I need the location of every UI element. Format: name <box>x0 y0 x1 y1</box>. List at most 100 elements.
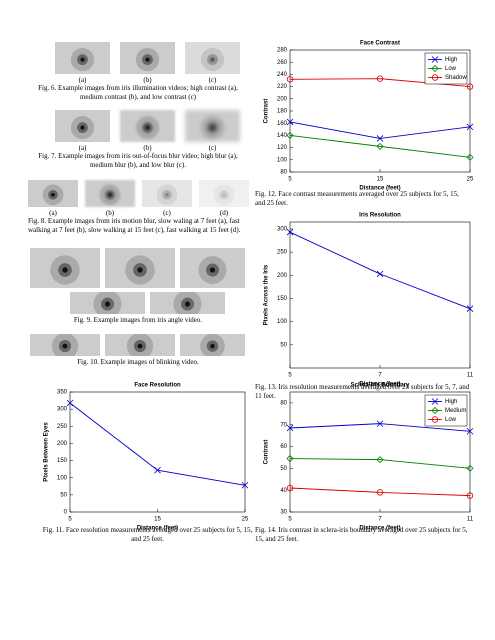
series-line <box>289 487 471 497</box>
x-tick-label: 7 <box>378 517 382 523</box>
y-tick-label: 0 <box>64 510 68 516</box>
caption: Fig. 9. Example images from iris angle v… <box>73 316 203 324</box>
y-tick-label: 200 <box>277 273 288 279</box>
marker <box>286 228 294 236</box>
eye-image <box>120 110 175 142</box>
y-tick-label: 300 <box>277 227 288 233</box>
y-tick-label: 100 <box>277 319 288 325</box>
y-tick-label: 80 <box>280 170 287 176</box>
y-tick-label: 50 <box>60 492 67 498</box>
y-tick-label: 220 <box>277 84 288 90</box>
caption: Fig. 10. Example images of blinking vide… <box>77 358 199 366</box>
x-tick-label: 5 <box>288 177 292 183</box>
y-tick-label: 50 <box>280 466 287 472</box>
y-tick-label: 150 <box>57 458 68 464</box>
x-tick-label: 25 <box>242 517 249 523</box>
marker <box>286 454 294 463</box>
eye-image <box>85 180 135 207</box>
eye-image <box>142 180 192 207</box>
y-tick-label: 200 <box>57 441 68 447</box>
legend-label: High <box>445 399 457 405</box>
marker <box>466 83 474 90</box>
sublabel: (c) <box>208 144 217 152</box>
marker <box>466 305 474 312</box>
y-tick-label: 200 <box>277 96 288 102</box>
sublabel: (a) <box>78 76 87 84</box>
y-tick-label: 300 <box>57 407 68 413</box>
series-line <box>69 402 246 486</box>
marker <box>286 424 294 432</box>
marker <box>376 142 384 150</box>
caption: Fig. 6. Example images from iris illumin… <box>38 84 238 101</box>
y-tick-label: 240 <box>277 72 288 78</box>
eye-image <box>185 42 240 74</box>
marker <box>241 481 249 489</box>
y-tick-label: 80 <box>280 400 287 406</box>
x-axis-label: Distance (feet) <box>359 382 400 388</box>
marker <box>466 492 474 499</box>
series-line <box>289 231 471 310</box>
legend-label: Medium <box>445 408 466 414</box>
sublabel: (c) <box>163 209 171 217</box>
plot-frame <box>69 391 246 513</box>
legend-marker <box>431 74 439 81</box>
y-tick-label: 150 <box>277 296 288 302</box>
chart-title: Iris Resolution <box>359 213 401 219</box>
caption: Fig. 7. Example images from iris out-of-… <box>38 152 238 169</box>
marker <box>66 399 74 407</box>
x-axis-label: Distance (feet) <box>137 526 178 532</box>
sublabel: (b) <box>105 209 115 217</box>
eye-image <box>30 334 100 356</box>
x-tick-label: 15 <box>377 177 384 183</box>
eye-image <box>55 110 110 142</box>
sublabel: (a) <box>49 209 57 217</box>
y-tick-label: 140 <box>277 133 288 139</box>
eye-image <box>70 292 145 314</box>
eye-image <box>180 334 245 356</box>
marker <box>466 464 474 472</box>
marker <box>154 466 161 474</box>
legend-marker <box>431 398 439 405</box>
x-axis-label: Distance (feet) <box>359 526 400 532</box>
y-tick-label: 100 <box>277 157 288 163</box>
y-tick-label: 100 <box>57 475 68 481</box>
eye-image <box>120 42 175 74</box>
plot-frame <box>289 221 471 369</box>
y-axis-label: Pixels Across the Iris <box>264 264 270 325</box>
y-tick-label: 30 <box>280 510 287 516</box>
legend-marker <box>431 64 439 73</box>
y-tick-label: 180 <box>277 109 288 115</box>
marker <box>286 484 294 492</box>
legend-label: High <box>445 57 457 63</box>
y-tick-label: 70 <box>280 422 287 428</box>
eye-image <box>199 180 249 207</box>
marker <box>286 118 294 126</box>
marker <box>376 135 384 142</box>
legend-marker <box>431 56 439 63</box>
eye-image <box>185 110 240 142</box>
series-line <box>289 121 471 139</box>
y-tick-label: 250 <box>57 424 68 430</box>
sublabel: (a) <box>78 144 87 152</box>
y-tick-label: 350 <box>57 390 68 396</box>
y-tick-label: 260 <box>277 60 288 66</box>
eye-image <box>55 42 110 74</box>
y-tick-label: 160 <box>277 121 288 127</box>
x-tick-label: 5 <box>288 373 292 379</box>
marker <box>466 123 474 131</box>
x-tick-label: 25 <box>467 177 474 183</box>
sublabel: (c) <box>208 76 217 84</box>
legend-marker <box>431 406 439 415</box>
caption: Fig. 13. Iris resolution measurements av… <box>255 383 470 400</box>
eye-image <box>105 334 175 356</box>
y-tick-label: 120 <box>277 145 288 151</box>
caption: Fig. 14. Iris contrast in sclera-iris bo… <box>255 526 468 543</box>
chart-title: Face Contrast <box>360 41 400 47</box>
y-axis-label: Contrast <box>264 99 270 124</box>
chart-title: Sclera-Iris Boundary <box>351 383 410 389</box>
y-tick-label: 250 <box>277 250 288 256</box>
y-axis-label: Contrast <box>264 440 270 465</box>
eye-image <box>30 248 100 288</box>
